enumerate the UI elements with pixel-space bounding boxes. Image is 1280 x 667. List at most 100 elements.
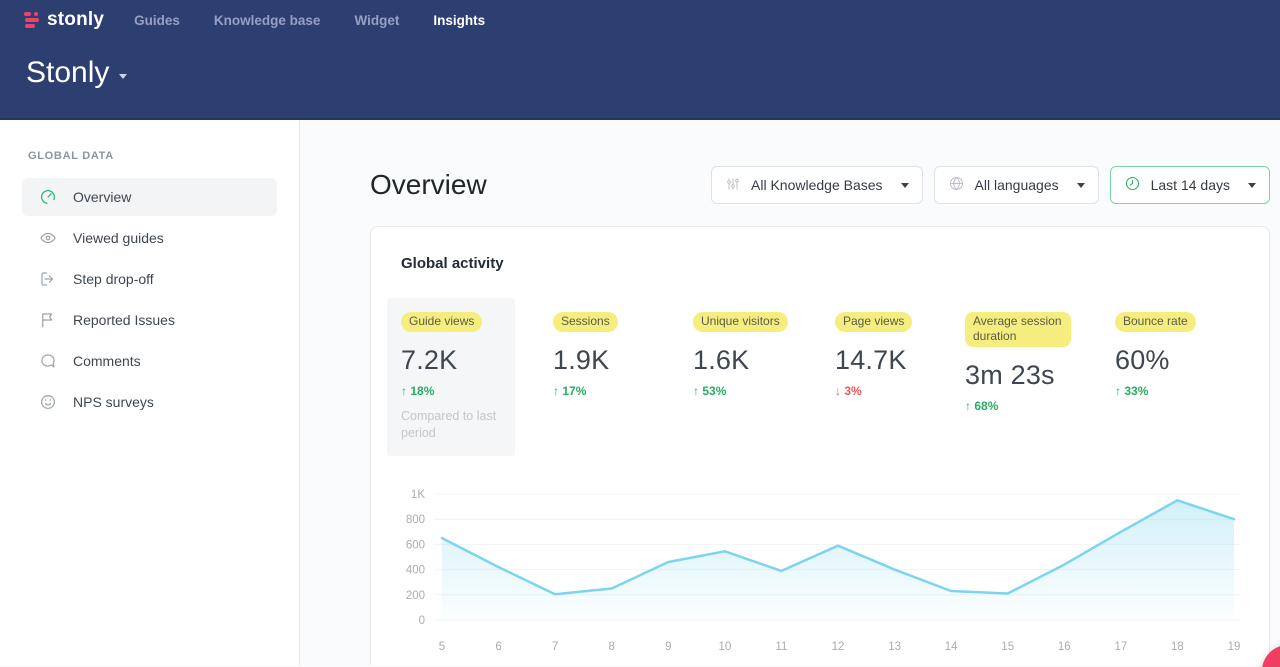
sidebar-item-label: Step drop-off: [73, 271, 154, 287]
svg-text:5: 5: [439, 641, 445, 653]
arrow-up-icon: ↑: [1115, 384, 1121, 398]
svg-text:12: 12: [832, 641, 845, 653]
svg-text:6: 6: [495, 641, 501, 653]
arrow-down-icon: ↓: [835, 384, 841, 398]
metric-label: Unique visitors: [693, 312, 788, 332]
metric-unique-visitors[interactable]: Unique visitors 1.6K ↑ 53%: [679, 298, 797, 456]
metric-change: ↓ 3%: [835, 384, 927, 398]
svg-text:13: 13: [888, 641, 901, 653]
svg-text:15: 15: [1001, 641, 1014, 653]
chevron-down-icon: [119, 74, 127, 79]
metric-bounce-rate[interactable]: Bounce rate 60% ↑ 33%: [1101, 298, 1211, 456]
card-title: Global activity: [401, 255, 1239, 272]
sidebar-item-label: Viewed guides: [73, 230, 164, 246]
eye-icon: [39, 229, 57, 247]
metric-value: 14.7K: [835, 345, 927, 376]
svg-text:14: 14: [945, 641, 958, 653]
metric-label: Guide views: [401, 312, 482, 332]
logo-text: stonly: [47, 9, 104, 31]
knowledge-base-filter[interactable]: All Knowledge Bases: [711, 166, 923, 204]
sidebar-item-viewed-guides[interactable]: Viewed guides: [22, 219, 277, 257]
metric-change: ↑ 68%: [965, 399, 1077, 413]
main-content: Overview All Knowledge Bases All languag…: [300, 120, 1280, 665]
knowledge-base-filter-value: All Knowledge Bases: [751, 177, 883, 193]
workspace-title: Stonly: [26, 56, 109, 90]
sidebar-item-reported-issues[interactable]: Reported Issues: [22, 301, 277, 339]
metric-change: ↑ 18%: [401, 384, 501, 398]
metric-guide-views[interactable]: Guide views 7.2K ↑ 18% Compared to last …: [387, 298, 515, 456]
metric-page-views[interactable]: Page views 14.7K ↓ 3%: [821, 298, 927, 456]
global-activity-card: Global activity Guide views 7.2K ↑ 18% C…: [370, 226, 1270, 665]
svg-text:8: 8: [608, 641, 614, 653]
sidebar-item-nps-surveys[interactable]: NPS surveys: [22, 383, 277, 421]
activity-line-chart[interactable]: 02004006008001K5678910111213141516171819: [401, 478, 1241, 663]
sidebar-item-overview[interactable]: Overview: [22, 178, 277, 216]
metric-change: ↑ 33%: [1115, 384, 1211, 398]
svg-text:16: 16: [1058, 641, 1071, 653]
sidebar: GLOBAL DATA Overview Viewed guides Step …: [0, 120, 300, 665]
metric-note: Compared to last period: [401, 408, 501, 442]
svg-text:400: 400: [406, 565, 425, 577]
flag-icon: [39, 311, 57, 329]
sidebar-item-label: Overview: [73, 189, 131, 205]
svg-text:9: 9: [665, 641, 671, 653]
smiley-icon: [39, 393, 57, 411]
arrow-up-icon: ↑: [553, 384, 559, 398]
globe-icon: [948, 175, 965, 195]
step-exit-icon: [39, 270, 57, 288]
svg-text:18: 18: [1171, 641, 1184, 653]
svg-text:19: 19: [1228, 641, 1241, 653]
svg-text:800: 800: [406, 514, 425, 526]
metric-change: ↑ 17%: [553, 384, 655, 398]
svg-text:17: 17: [1115, 641, 1128, 653]
language-filter-value: All languages: [975, 177, 1059, 193]
metric-label: Page views: [835, 312, 912, 332]
arrow-up-icon: ↑: [693, 384, 699, 398]
arrow-up-icon: ↑: [965, 399, 971, 413]
svg-text:7: 7: [552, 641, 558, 653]
filters: All Knowledge Bases All languages Last 1…: [711, 166, 1270, 204]
sidebar-section-label: GLOBAL DATA: [28, 150, 299, 162]
metric-label: Bounce rate: [1115, 312, 1196, 332]
date-range-filter[interactable]: Last 14 days: [1110, 166, 1270, 204]
metric-value: 60%: [1115, 345, 1211, 376]
nav-knowledge-base[interactable]: Knowledge base: [214, 13, 321, 28]
sidebar-item-label: NPS surveys: [73, 394, 154, 410]
svg-text:10: 10: [719, 641, 732, 653]
metric-avg-session-duration[interactable]: Average session duration 3m 23s ↑ 68%: [951, 298, 1077, 456]
metric-value: 1.9K: [553, 345, 655, 376]
nav-items: Guides Knowledge base Widget Insights: [134, 13, 485, 28]
top-nav: stonly Guides Knowledge base Widget Insi…: [24, 0, 1256, 40]
arrow-up-icon: ↑: [401, 384, 407, 398]
sidebar-item-label: Comments: [73, 353, 141, 369]
page-title: Overview: [370, 169, 487, 201]
stonly-logo-icon: [24, 12, 40, 28]
svg-text:600: 600: [406, 539, 425, 551]
sidebar-item-comments[interactable]: Comments: [22, 342, 277, 380]
sidebar-item-step-drop-off[interactable]: Step drop-off: [22, 260, 277, 298]
nav-widget[interactable]: Widget: [354, 13, 399, 28]
sliders-icon: [725, 176, 741, 195]
chevron-down-icon: [1248, 183, 1256, 188]
svg-text:0: 0: [419, 615, 425, 627]
app-header: stonly Guides Knowledge base Widget Insi…: [0, 0, 1280, 120]
clock-icon: [1124, 175, 1141, 195]
svg-text:1K: 1K: [411, 489, 425, 501]
metric-sessions[interactable]: Sessions 1.9K ↑ 17%: [539, 298, 655, 456]
metric-label: Average session duration: [965, 312, 1071, 347]
svg-text:11: 11: [775, 641, 787, 653]
nav-insights[interactable]: Insights: [433, 13, 485, 28]
stonly-logo[interactable]: stonly: [24, 9, 104, 31]
metric-change: ↑ 53%: [693, 384, 797, 398]
metric-value: 1.6K: [693, 345, 797, 376]
language-filter[interactable]: All languages: [934, 166, 1099, 204]
chevron-down-icon: [1077, 183, 1085, 188]
metric-value: 7.2K: [401, 345, 501, 376]
activity-chart-area: 02004006008001K5678910111213141516171819: [401, 478, 1239, 665]
workspace-selector[interactable]: Stonly: [26, 56, 1256, 90]
chevron-down-icon: [901, 183, 909, 188]
sidebar-item-label: Reported Issues: [73, 312, 175, 328]
nav-guides[interactable]: Guides: [134, 13, 180, 28]
comment-icon: [39, 352, 57, 370]
metrics-row: Guide views 7.2K ↑ 18% Compared to last …: [387, 298, 1239, 456]
